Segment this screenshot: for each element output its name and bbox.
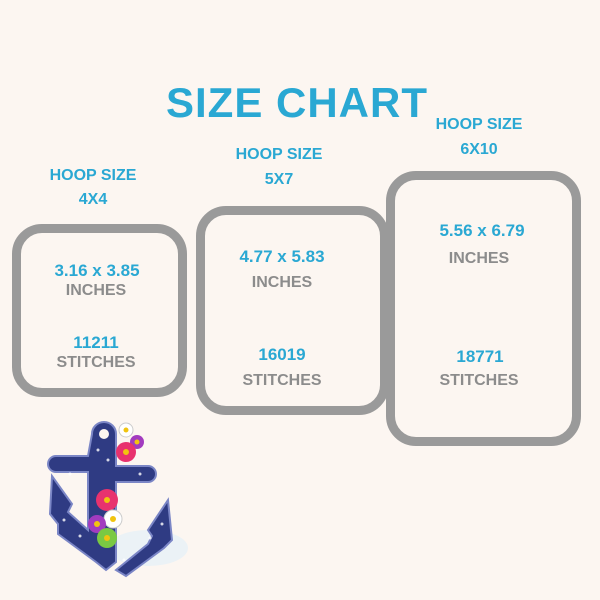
stitch-unit: STITCHES xyxy=(242,372,322,389)
hoop-size: 5X7 xyxy=(264,171,294,188)
hoop-frame-5x7 xyxy=(196,206,389,415)
stitch-unit: STITCHES xyxy=(439,372,519,389)
dimension-unit: INCHES xyxy=(251,274,313,291)
stitch-unit: STITCHES xyxy=(56,354,136,371)
hoop-size: 4X4 xyxy=(78,191,108,208)
page-title: SIZE CHART xyxy=(166,79,428,126)
dimensions: 5.56 x 6.79 xyxy=(439,221,525,240)
hoop-label: HOOP SIZE xyxy=(235,146,323,163)
hoop-label: HOOP SIZE xyxy=(49,167,137,184)
hoop-frame-4x4 xyxy=(12,224,187,397)
dimensions: 4.77 x 5.83 xyxy=(239,247,325,266)
hoop-frame-6x10 xyxy=(386,171,581,446)
stitches: 16019 xyxy=(258,345,306,364)
dimension-unit: INCHES xyxy=(65,282,127,299)
stitches: 11211 xyxy=(73,333,119,352)
dimensions: 3.16 x 3.85 xyxy=(54,261,140,280)
anchor-with-flowers-icon xyxy=(47,421,188,578)
dimension-unit: INCHES xyxy=(448,250,510,267)
hoop-label: HOOP SIZE xyxy=(435,116,523,133)
stitches: 18771 xyxy=(456,347,504,366)
hoop-size: 6X10 xyxy=(460,141,498,158)
